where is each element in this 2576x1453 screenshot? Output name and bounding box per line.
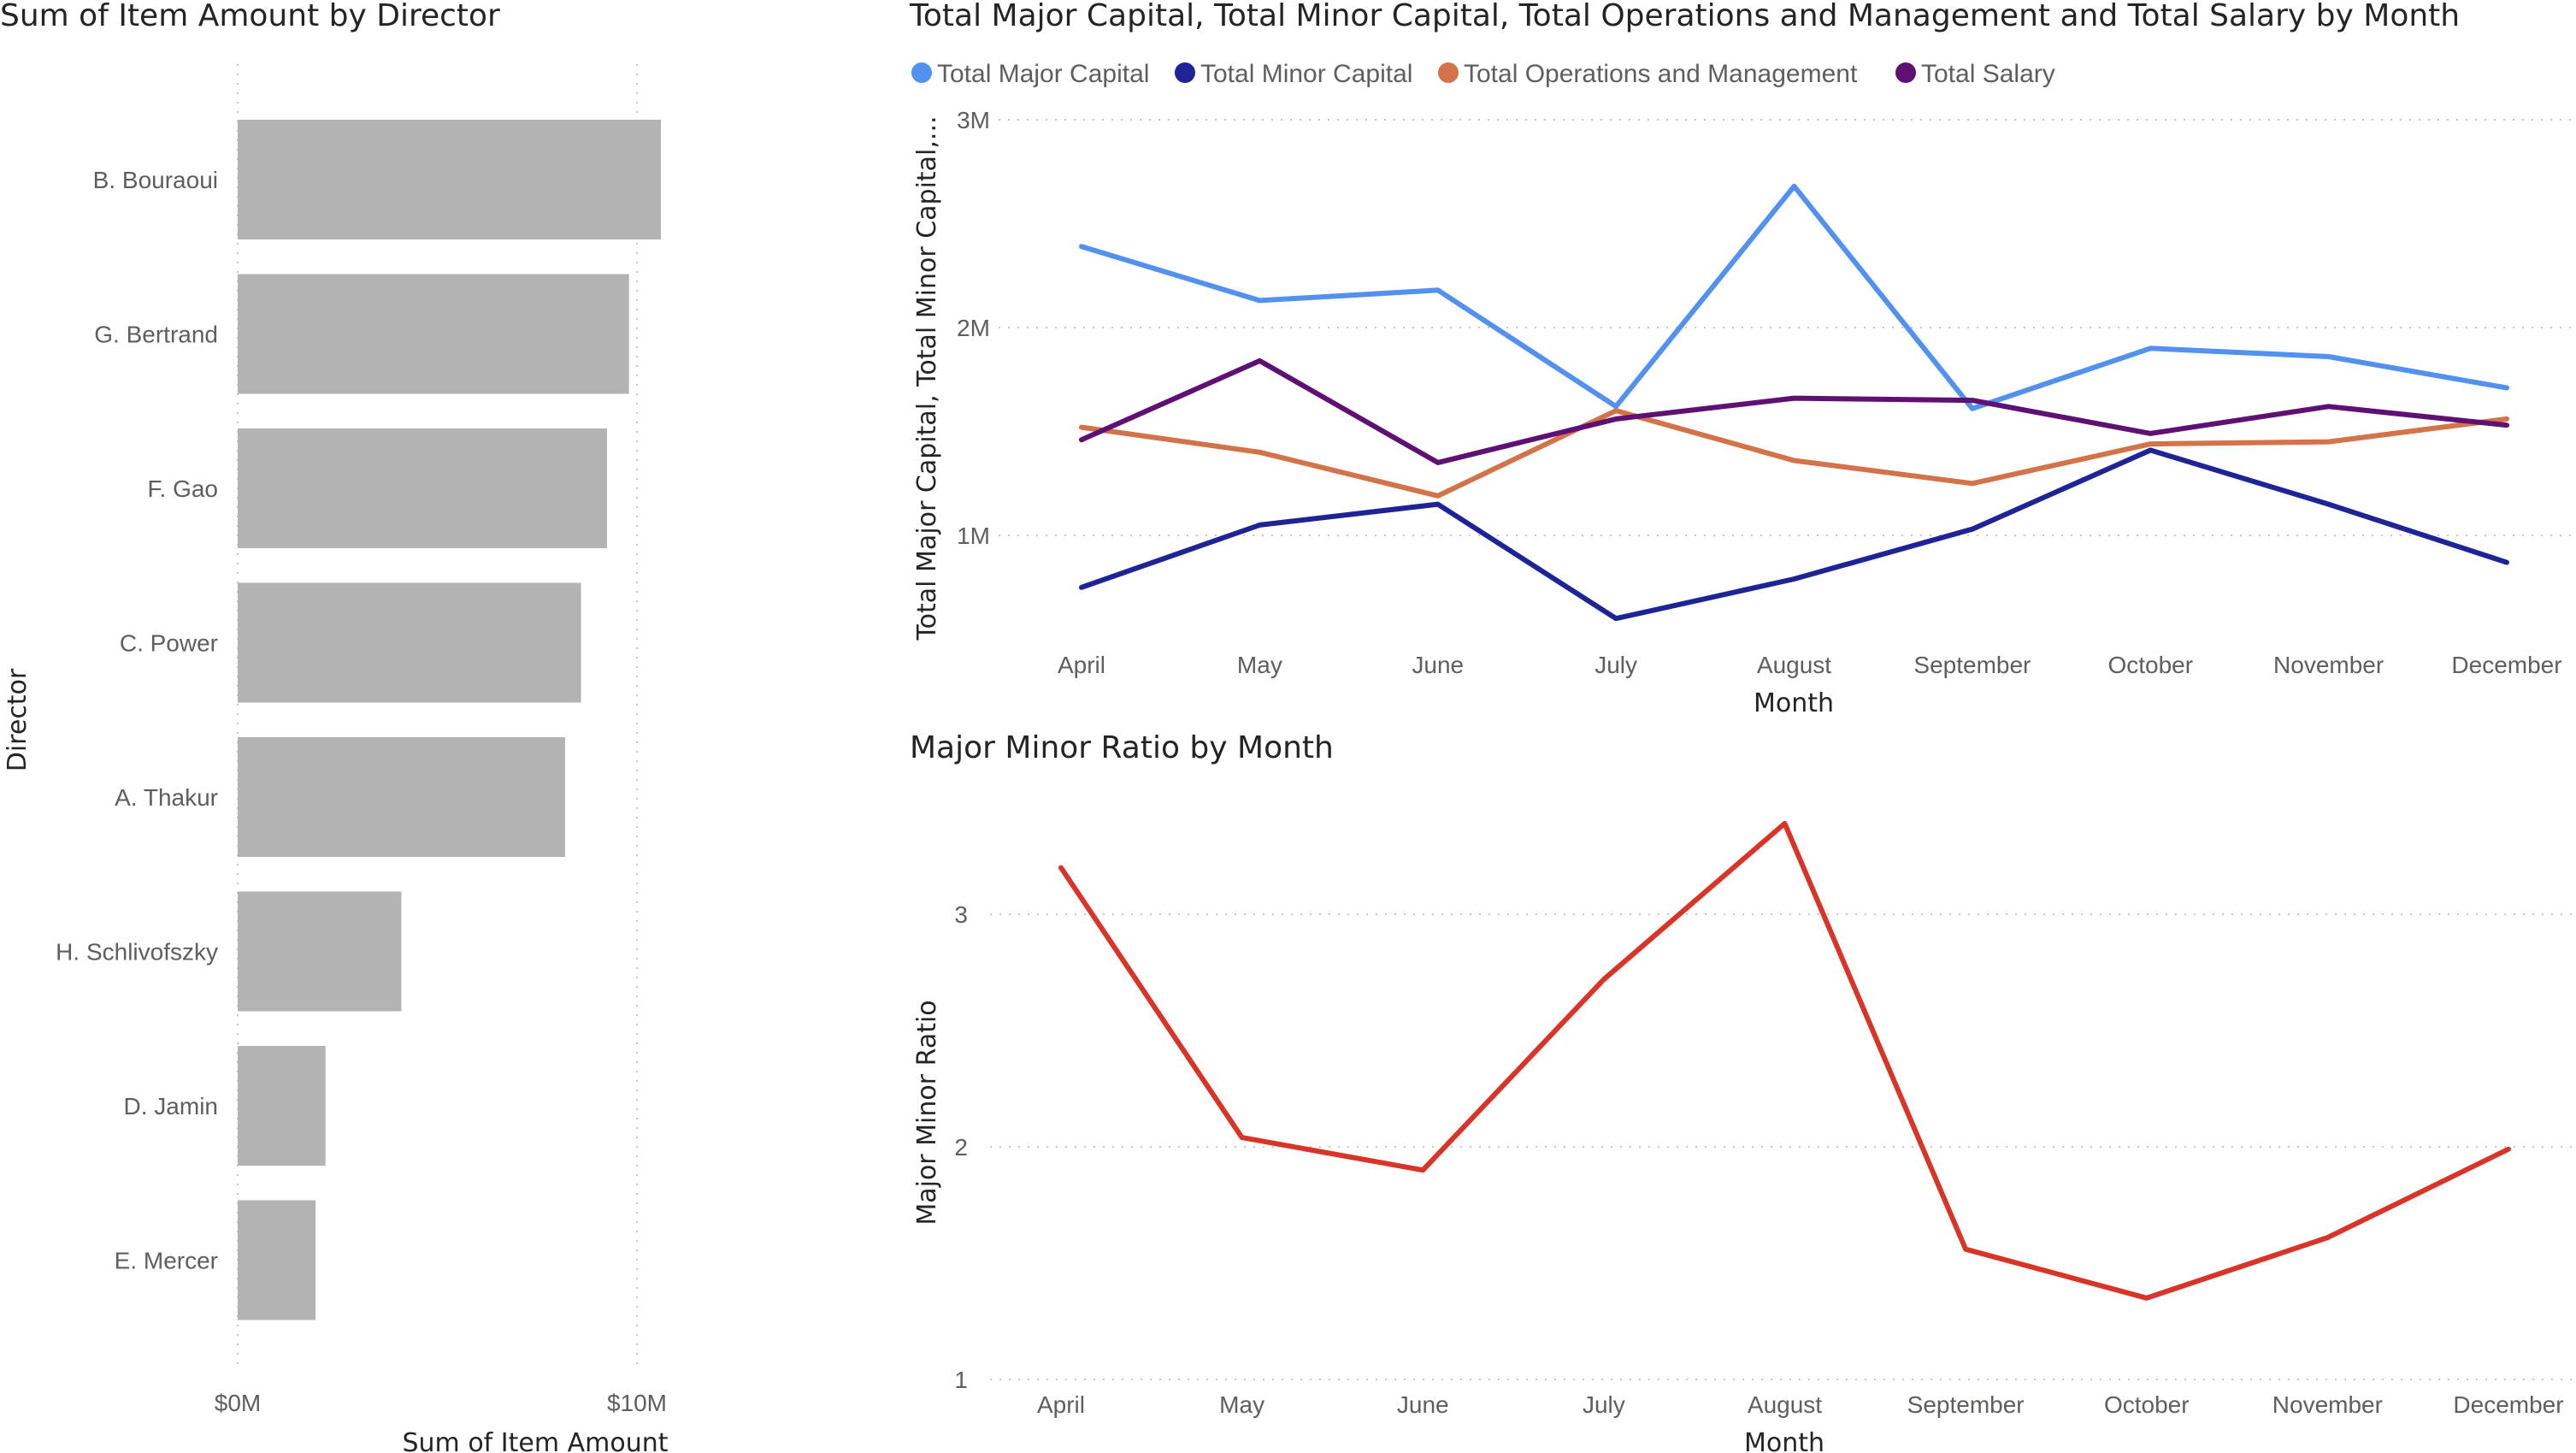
bar-series xyxy=(238,120,661,1320)
bar-g-bertrand[interactable] xyxy=(238,274,629,394)
totals-line-total-operations-and-management[interactable] xyxy=(1079,408,2509,499)
bar-y-axis-title: Director xyxy=(3,668,32,771)
legend-item-operations[interactable]: Total Operations and Management xyxy=(1438,60,1858,88)
bar-label-c-power: C. Power xyxy=(120,630,218,657)
line-chart-y-axis-title: Total Major Capital, Total Minor Capital… xyxy=(912,115,942,641)
bar-c-power[interactable] xyxy=(238,582,581,703)
bar-label-b-bouraoui: B. Bouraoui xyxy=(93,167,218,193)
ratio-xtick-october: October xyxy=(2104,1391,2190,1418)
ratio-line-chart: Major Minor Ratio by Month 1 2 3 April May J… xyxy=(910,730,2576,1453)
bar-h-schlivofszky[interactable] xyxy=(238,891,402,1012)
bar-e-mercer[interactable] xyxy=(238,1200,316,1320)
line-chart-gridlines xyxy=(999,119,2576,536)
ratio-xtick-august: August xyxy=(1748,1391,1822,1418)
line-chart-title: Total Major Capital, Total Minor Capital… xyxy=(909,0,2460,33)
bar-b-bouraoui[interactable] xyxy=(238,120,661,239)
totals-ytick-2m: 2M xyxy=(957,315,990,341)
bar-x-axis-title: Sum of Item Amount xyxy=(403,1428,669,1453)
totals-xtick-august: August xyxy=(1757,652,1831,678)
ratio-xtick-november: November xyxy=(2272,1391,2383,1418)
legend-marker-operations xyxy=(1438,62,1459,83)
ratio-xtick-april: April xyxy=(1037,1391,1085,1418)
ratio-chart-series xyxy=(1058,820,2511,1301)
legend-label-salary: Total Salary xyxy=(1921,60,2055,88)
bar-label-a-thakur: A. Thakur xyxy=(115,784,218,811)
director-bar-chart: Sum of Item Amount by Director B. Bourao… xyxy=(0,0,669,1453)
legend-marker-salary xyxy=(1895,62,1916,83)
bar-label-d-jamin: D. Jamin xyxy=(124,1093,218,1119)
ratio-chart-yticks: 1 2 3 xyxy=(954,901,968,1393)
bar-label-e-mercer: E. Mercer xyxy=(115,1248,218,1274)
totals-xtick-october: October xyxy=(2107,652,2193,678)
legend-marker-minor-capital xyxy=(1175,62,1195,83)
totals-xtick-september: September xyxy=(1913,652,2031,678)
totals-xtick-may: May xyxy=(1237,652,1282,678)
legend-item-major-capital[interactable]: Total Major Capital xyxy=(911,60,1149,88)
totals-line-total-minor-capital[interactable] xyxy=(1079,447,2509,622)
ratio-ytick-3: 3 xyxy=(954,901,968,928)
totals-xtick-july: July xyxy=(1595,652,1637,678)
ratio-chart-y-axis-title: Major Minor Ratio xyxy=(912,1000,942,1225)
totals-line-total-major-capital[interactable] xyxy=(1079,183,2509,411)
bar-chart-title: Sum of Item Amount by Director xyxy=(0,0,500,33)
legend-label-minor-capital: Total Minor Capital xyxy=(1200,60,1412,88)
line-chart-yticks: 1M 2M 3M xyxy=(957,107,990,549)
bar-xtick-1: $10M xyxy=(607,1390,667,1416)
legend-marker-major-capital xyxy=(911,62,932,83)
ratio-xtick-july: July xyxy=(1583,1391,1625,1418)
ratio-chart-gridlines xyxy=(990,913,2576,1380)
legend-item-salary[interactable]: Total Salary xyxy=(1895,60,2055,88)
totals-line-total-salary[interactable] xyxy=(1079,357,2509,465)
bar-category-labels: B. Bouraoui G. Bertrand F. Gao C. Power A. T… xyxy=(56,167,218,1274)
bar-a-thakur[interactable] xyxy=(238,737,565,857)
line-chart-xticks: April May June July August September October No… xyxy=(1058,652,2562,678)
ratio-chart-title: Major Minor Ratio by Month xyxy=(910,730,1334,765)
totals-xtick-april: April xyxy=(1058,652,1105,678)
ratio-xtick-may: May xyxy=(1219,1391,1264,1418)
totals-ytick-1m: 1M xyxy=(957,523,990,549)
ratio-line-series-0[interactable] xyxy=(1058,820,2511,1301)
bar-label-g-bertrand: G. Bertrand xyxy=(94,322,218,348)
bar-label-h-schlivofszky: H. Schlivofszky xyxy=(56,939,218,966)
bar-d-jamin[interactable] xyxy=(238,1046,326,1166)
legend: Total Major Capital Total Minor Capital … xyxy=(911,60,2055,88)
ratio-xtick-june: June xyxy=(1397,1391,1449,1418)
ratio-chart-x-axis-title: Month xyxy=(1744,1428,1824,1453)
legend-label-major-capital: Total Major Capital xyxy=(937,60,1149,88)
line-chart-series xyxy=(1079,183,2509,622)
ratio-chart-xticks: April May June July August September October No… xyxy=(1037,1391,2564,1418)
ratio-xtick-september: September xyxy=(1907,1391,2025,1418)
ratio-xtick-december: December xyxy=(2453,1391,2563,1418)
legend-label-operations: Total Operations and Management xyxy=(1464,60,1858,88)
totals-xtick-november: November xyxy=(2273,652,2384,678)
line-chart-x-axis-title: Month xyxy=(1754,688,1834,718)
totals-xtick-june: June xyxy=(1412,652,1464,678)
bar-f-gao[interactable] xyxy=(238,428,607,548)
bar-xtick-0: $0M xyxy=(215,1390,261,1416)
totals-line-chart: Total Major Capital, Total Minor Capital… xyxy=(909,0,2576,718)
totals-ytick-3m: 3M xyxy=(957,107,990,133)
ratio-ytick-1: 1 xyxy=(954,1367,968,1393)
bar-label-f-gao: F. Gao xyxy=(148,475,218,502)
totals-xtick-december: December xyxy=(2451,652,2561,678)
legend-item-minor-capital[interactable]: Total Minor Capital xyxy=(1175,60,1412,88)
ratio-ytick-2: 2 xyxy=(954,1134,968,1161)
